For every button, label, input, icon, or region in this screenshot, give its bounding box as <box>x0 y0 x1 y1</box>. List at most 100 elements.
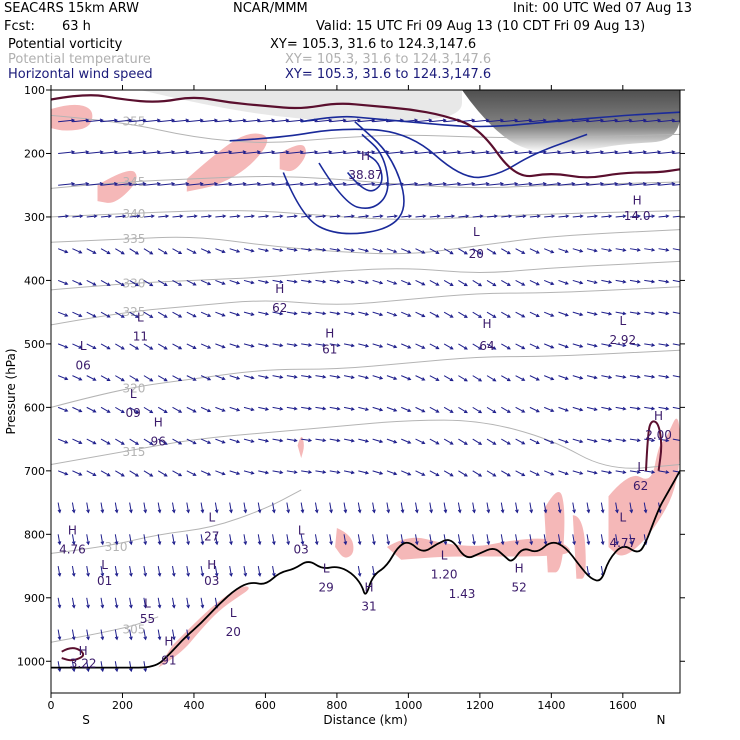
wind-arrowhead <box>243 509 248 514</box>
wind-arrow <box>301 470 312 473</box>
extremum-label: H <box>633 193 642 207</box>
wind-arrowhead <box>57 668 62 673</box>
wind-arrow <box>157 502 161 513</box>
fcst-label: Fcst: <box>4 19 35 34</box>
wind-arrow <box>143 597 147 608</box>
wind-arrow <box>672 311 680 315</box>
wind-arrow <box>215 311 225 317</box>
wind-arrow <box>301 151 318 154</box>
wind-arrowhead <box>665 248 670 252</box>
extremum-label: 1.20 <box>431 568 458 582</box>
wind-arrow <box>501 438 511 445</box>
wind-arrowhead <box>192 313 197 318</box>
wind-arrowhead <box>150 214 155 219</box>
wind-arrow <box>114 661 118 672</box>
wind-arrowhead <box>293 279 298 284</box>
wind-arrow <box>458 279 468 287</box>
x-tick-label: 400 <box>183 699 204 712</box>
wind-arrow <box>458 375 468 382</box>
wind-arrowhead <box>71 509 76 514</box>
wind-arrow <box>100 438 111 445</box>
x-tick-label: 0 <box>48 699 55 712</box>
wind-arrowhead <box>207 313 212 317</box>
wind-arrow <box>658 375 669 378</box>
wind-arrowhead <box>579 214 584 219</box>
wind-arrowhead <box>521 345 526 350</box>
pv-shade-region <box>297 437 304 459</box>
wind-arrow <box>172 375 182 381</box>
wind-arrow <box>129 183 146 186</box>
wind-arrowhead <box>478 251 483 255</box>
wind-arrow <box>329 183 346 186</box>
wind-arrowhead <box>286 541 291 546</box>
wind-arrow <box>243 183 260 186</box>
pv-contour <box>645 420 663 471</box>
x-tick-label: 1400 <box>537 699 565 712</box>
wind-arrowhead <box>600 509 605 514</box>
pv-shade-region <box>279 145 306 172</box>
wind-arrow <box>515 534 518 545</box>
wind-arrowhead <box>643 509 648 514</box>
wind-arrow <box>158 119 175 123</box>
wind-arrowhead <box>421 345 426 349</box>
wind-arrowhead <box>622 248 627 252</box>
wind-arrowhead <box>308 470 313 474</box>
wind-arrow <box>186 311 196 318</box>
wind-arrow <box>129 343 139 350</box>
wind-arrowhead <box>149 377 154 382</box>
y-axis-label: Pressure (hPa) <box>4 348 18 434</box>
wind-arrow <box>86 311 96 318</box>
wind-arrow <box>500 502 504 513</box>
wind-arrow <box>457 534 461 545</box>
wind-arrowhead <box>435 472 440 477</box>
wind-arrow <box>629 183 646 186</box>
wind-arrowhead <box>550 313 555 317</box>
wind-arrow <box>315 438 326 442</box>
wind-arrowhead <box>350 470 355 475</box>
wind-arrowhead <box>192 472 197 476</box>
wind-arrowhead <box>636 311 641 316</box>
wind-arrow <box>429 406 439 413</box>
wind-arrowhead <box>393 281 398 285</box>
wind-arrow <box>86 248 96 254</box>
wind-arrowhead <box>329 541 333 546</box>
wind-arrowhead <box>686 182 689 185</box>
wind-arrowhead <box>550 472 555 476</box>
wind-arrow <box>315 248 326 251</box>
wind-arrowhead <box>57 604 62 609</box>
wind-arrow <box>58 183 75 186</box>
wind-arrowhead <box>593 407 598 412</box>
wind-arrowhead <box>265 248 270 253</box>
wind-arrow <box>215 470 225 475</box>
wind-arrowhead <box>106 250 111 255</box>
wind-arrow <box>315 343 326 346</box>
wind-arrow <box>315 375 326 378</box>
wind-arrow <box>558 375 569 380</box>
extremum-label: H <box>482 317 491 331</box>
extremum-label: L <box>619 511 626 525</box>
wind-arrow <box>257 502 261 513</box>
wind-arrow <box>272 279 283 283</box>
wind-arrow <box>472 279 482 287</box>
wind-arrowhead <box>435 377 440 381</box>
wind-arrow <box>200 502 204 513</box>
wind-arrow <box>415 343 425 349</box>
extremum-label: 2.92 <box>609 333 636 347</box>
wind-arrow <box>429 343 439 350</box>
wind-arrow <box>386 534 390 545</box>
wind-arrowhead <box>478 473 483 477</box>
wind-arrowhead <box>250 407 255 412</box>
wind-arrowhead <box>435 314 440 318</box>
wind-arrow <box>215 151 232 154</box>
wind-arrow <box>472 183 489 186</box>
wind-arrow <box>386 248 397 253</box>
extremum-label: L <box>130 387 137 401</box>
wind-arrow <box>157 406 168 413</box>
wind-arrow <box>486 119 503 123</box>
wind-arrow <box>86 406 96 413</box>
x-tick-label: 200 <box>112 699 133 712</box>
extremum-label: H <box>654 409 663 423</box>
wind-arrow <box>258 406 269 411</box>
wind-arrow <box>572 183 589 186</box>
wind-arrow <box>529 375 540 381</box>
